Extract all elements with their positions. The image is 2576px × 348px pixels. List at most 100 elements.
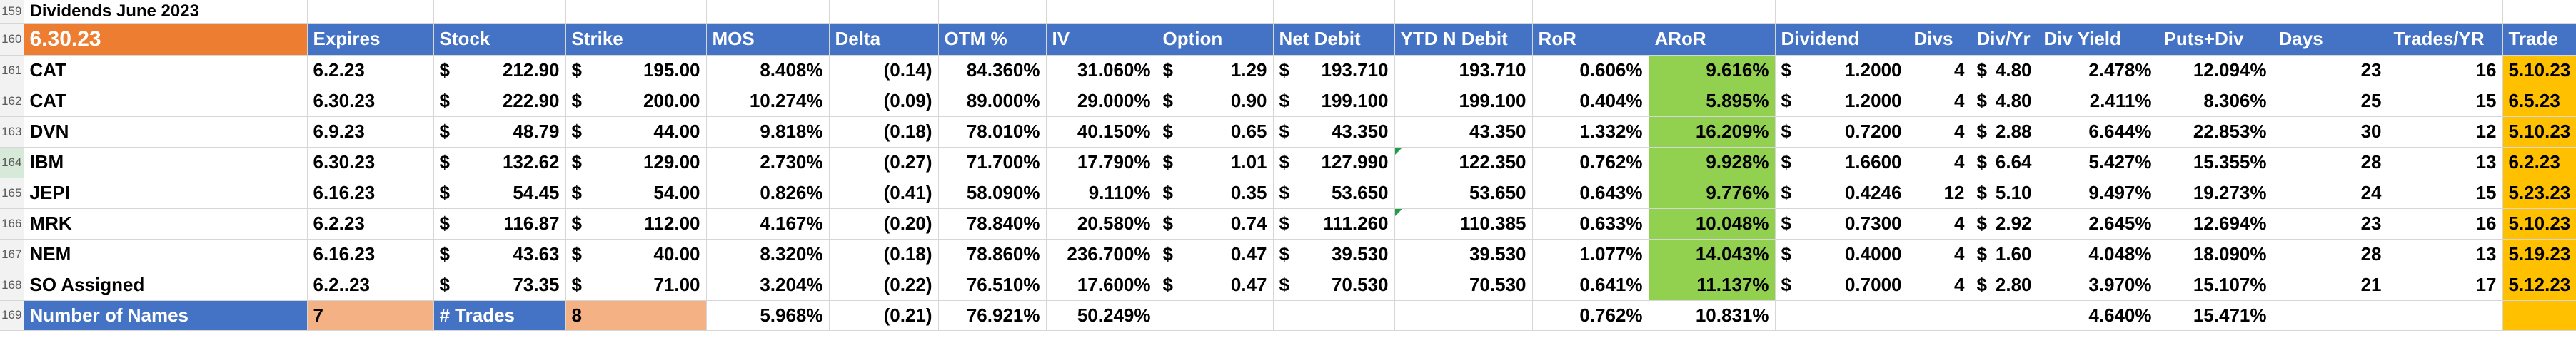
dividend-cell[interactable]: $1.6600 bbox=[1775, 147, 1908, 178]
ticker-cell[interactable]: CAT bbox=[24, 55, 308, 86]
dividend-cell[interactable]: $0.4000 bbox=[1775, 239, 1908, 270]
cell[interactable] bbox=[706, 0, 830, 24]
aror-cell[interactable]: 9.616% bbox=[1649, 55, 1776, 86]
cell[interactable] bbox=[2273, 0, 2388, 24]
divs-cell[interactable]: 4 bbox=[1908, 147, 1971, 178]
mos-cell[interactable]: 9.818% bbox=[706, 116, 830, 148]
otm-cell[interactable]: 78.860% bbox=[938, 239, 1047, 270]
option-price-cell[interactable]: $0.47 bbox=[1157, 239, 1274, 270]
option-price-cell[interactable]: $0.65 bbox=[1157, 116, 1274, 148]
net-debit-cell[interactable]: $193.710 bbox=[1273, 55, 1395, 86]
stock-price-cell[interactable]: $212.90 bbox=[433, 55, 566, 86]
ror-cell[interactable]: 0.633% bbox=[1532, 208, 1649, 240]
cell[interactable] bbox=[565, 0, 707, 24]
header-ytd-net-debit[interactable]: YTD N Debit bbox=[1394, 23, 1533, 56]
option-price-cell[interactable]: $1.01 bbox=[1157, 147, 1274, 178]
puts-div-cell[interactable]: 12.094% bbox=[2158, 55, 2273, 86]
net-debit-cell[interactable]: $43.350 bbox=[1273, 116, 1395, 148]
ytd-net-debit-cell[interactable]: 199.100 bbox=[1394, 86, 1533, 117]
cell[interactable] bbox=[1532, 0, 1649, 24]
stock-price-cell[interactable]: $54.45 bbox=[433, 178, 566, 209]
summary-aror[interactable]: 10.831% bbox=[1649, 300, 1776, 331]
div-yr-cell[interactable]: $2.80 bbox=[1971, 270, 2038, 301]
cell[interactable] bbox=[2388, 300, 2503, 331]
header-ror[interactable]: RoR bbox=[1532, 23, 1649, 56]
dividend-cell[interactable]: $1.2000 bbox=[1775, 55, 1908, 86]
trades-count-value[interactable]: 8 bbox=[565, 300, 707, 331]
puts-div-cell[interactable]: 19.273% bbox=[2158, 178, 2273, 209]
div-yr-cell[interactable]: $1.60 bbox=[1971, 239, 2038, 270]
header-option[interactable]: Option bbox=[1157, 23, 1274, 56]
expires-cell[interactable]: 6.30.23 bbox=[307, 147, 434, 178]
summary-trade[interactable] bbox=[2502, 300, 2576, 331]
cell[interactable] bbox=[1971, 300, 2038, 331]
dividend-cell[interactable]: $0.7300 bbox=[1775, 208, 1908, 240]
ticker-cell[interactable]: JEPI bbox=[24, 178, 308, 209]
cell[interactable] bbox=[2388, 0, 2503, 24]
delta-cell[interactable]: (0.09) bbox=[829, 86, 939, 117]
strike-cell[interactable]: $40.00 bbox=[565, 239, 707, 270]
otm-cell[interactable]: 89.000% bbox=[938, 86, 1047, 117]
otm-cell[interactable]: 76.510% bbox=[938, 270, 1047, 301]
divs-cell[interactable]: 12 bbox=[1908, 178, 1971, 209]
ticker-cell[interactable]: IBM bbox=[24, 147, 308, 178]
header-trade[interactable]: Trade bbox=[2502, 23, 2576, 56]
iv-cell[interactable]: 40.150% bbox=[1046, 116, 1157, 148]
trades-yr-cell[interactable]: 15 bbox=[2388, 178, 2503, 209]
summary-iv[interactable]: 50.249% bbox=[1046, 300, 1157, 331]
strike-cell[interactable]: $54.00 bbox=[565, 178, 707, 209]
expires-cell[interactable]: 6.16.23 bbox=[307, 239, 434, 270]
cell[interactable] bbox=[1273, 0, 1395, 24]
mos-cell[interactable]: 0.826% bbox=[706, 178, 830, 209]
trades-yr-cell[interactable]: 16 bbox=[2388, 208, 2503, 240]
days-cell[interactable]: 28 bbox=[2273, 147, 2388, 178]
ror-cell[interactable]: 1.077% bbox=[1532, 239, 1649, 270]
row-number[interactable]: 162 bbox=[0, 86, 24, 117]
cell[interactable] bbox=[1157, 0, 1274, 24]
mos-cell[interactable]: 4.167% bbox=[706, 208, 830, 240]
cell[interactable] bbox=[1775, 0, 1908, 24]
header-strike[interactable]: Strike bbox=[565, 23, 707, 56]
summary-otm[interactable]: 76.921% bbox=[938, 300, 1047, 331]
stock-price-cell[interactable]: $73.35 bbox=[433, 270, 566, 301]
trades-yr-cell[interactable]: 12 bbox=[2388, 116, 2503, 148]
ytd-net-debit-cell[interactable]: 193.710 bbox=[1394, 55, 1533, 86]
stock-price-cell[interactable]: $132.62 bbox=[433, 147, 566, 178]
cell[interactable] bbox=[433, 0, 566, 24]
iv-cell[interactable]: 31.060% bbox=[1046, 55, 1157, 86]
iv-cell[interactable]: 29.000% bbox=[1046, 86, 1157, 117]
div-yr-cell[interactable]: $2.92 bbox=[1971, 208, 2038, 240]
delta-cell[interactable]: (0.22) bbox=[829, 270, 939, 301]
row-number[interactable]: 165 bbox=[0, 178, 24, 209]
divs-cell[interactable]: 4 bbox=[1908, 270, 1971, 301]
delta-cell[interactable]: (0.41) bbox=[829, 178, 939, 209]
divs-cell[interactable]: 4 bbox=[1908, 116, 1971, 148]
cell[interactable] bbox=[2158, 0, 2273, 24]
div-yr-cell[interactable]: $2.88 bbox=[1971, 116, 2038, 148]
net-debit-cell[interactable]: $39.530 bbox=[1273, 239, 1395, 270]
divs-cell[interactable]: 4 bbox=[1908, 239, 1971, 270]
divs-cell[interactable]: 4 bbox=[1908, 208, 1971, 240]
header-delta[interactable]: Delta bbox=[829, 23, 939, 56]
header-puts-div[interactable]: Puts+Div bbox=[2158, 23, 2273, 56]
cell[interactable] bbox=[1908, 0, 1971, 24]
trades-yr-cell[interactable]: 13 bbox=[2388, 147, 2503, 178]
mos-cell[interactable]: 8.320% bbox=[706, 239, 830, 270]
cell[interactable] bbox=[1394, 300, 1533, 331]
row-number[interactable]: 164 bbox=[0, 147, 24, 178]
divs-cell[interactable]: 4 bbox=[1908, 86, 1971, 117]
ror-cell[interactable]: 0.641% bbox=[1532, 270, 1649, 301]
div-yield-cell[interactable]: 4.048% bbox=[2038, 239, 2158, 270]
strike-cell[interactable]: $71.00 bbox=[565, 270, 707, 301]
summary-ror[interactable]: 0.762% bbox=[1532, 300, 1649, 331]
trades-yr-cell[interactable]: 15 bbox=[2388, 86, 2503, 117]
ror-cell[interactable]: 0.606% bbox=[1532, 55, 1649, 86]
summary-div-yield[interactable]: 4.640% bbox=[2038, 300, 2158, 331]
trade-date-cell[interactable]: 5.19.23 bbox=[2502, 239, 2576, 270]
cell[interactable] bbox=[1971, 0, 2038, 24]
expires-cell[interactable]: 6.2.23 bbox=[307, 55, 434, 86]
expires-cell[interactable]: 6.2.23 bbox=[307, 208, 434, 240]
dividend-cell[interactable]: $0.7200 bbox=[1775, 116, 1908, 148]
number-of-names-label[interactable]: Number of Names bbox=[24, 300, 308, 331]
header-div-yield[interactable]: Div Yield bbox=[2038, 23, 2158, 56]
